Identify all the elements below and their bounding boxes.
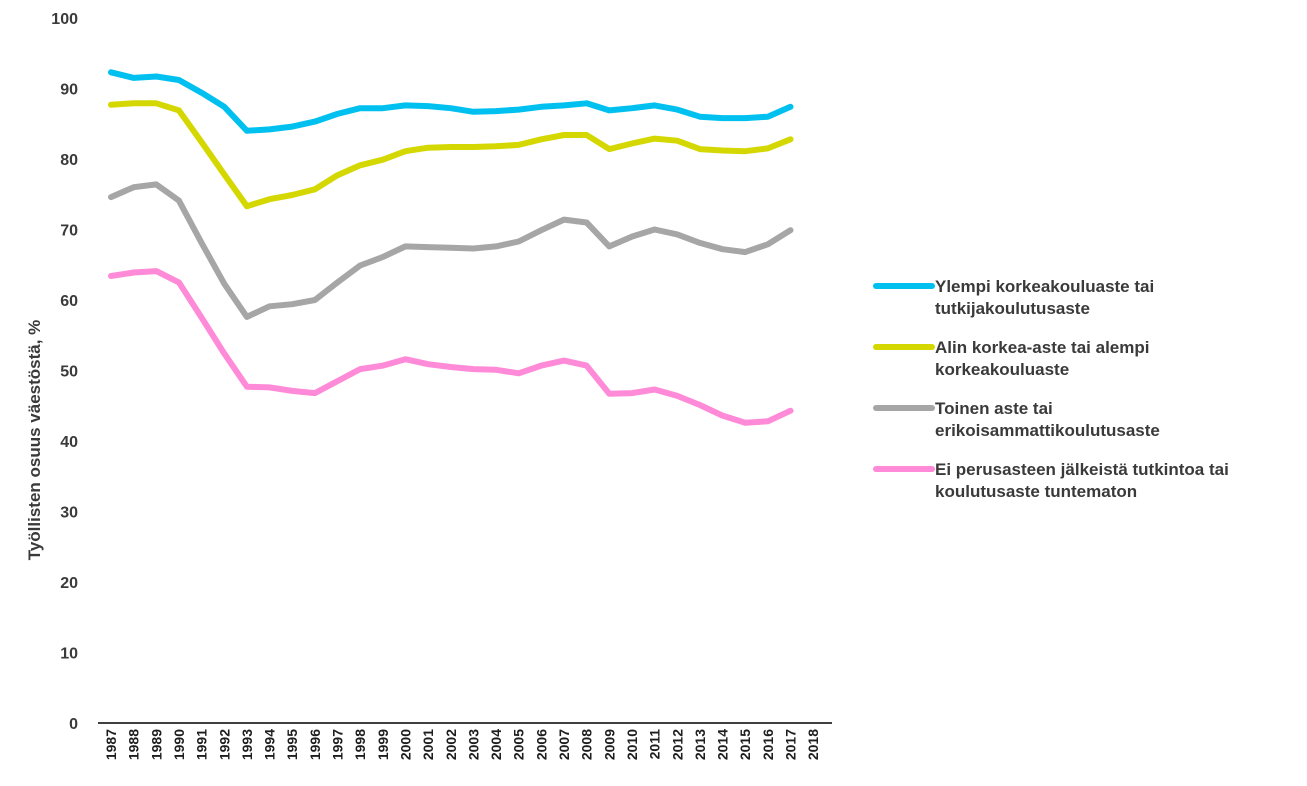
legend-item: Ei perusasteen jälkeistä tutkintoa tai ko…	[873, 460, 1229, 501]
y-axis-ticks: 0 10 20 30 40 50 60 70 80 90 100	[51, 11, 78, 733]
legend-label: tutkijakoulutusaste	[935, 299, 1090, 318]
x-tick-label: 2005	[511, 729, 527, 760]
x-tick-label: 2008	[579, 729, 595, 760]
x-tick-label: 1999	[375, 729, 391, 760]
y-tick-label: 30	[60, 505, 78, 522]
x-tick-label: 1989	[148, 729, 164, 760]
x-tick-label: 1990	[171, 729, 187, 760]
x-tick-label: 1998	[352, 729, 368, 760]
x-axis-tick-labels: 1987 1988 1989 1990 1991 1992 1993 1994 1995 1996…	[103, 729, 821, 760]
x-tick-label: 2010	[624, 729, 640, 760]
legend-label: koulutusaste tuntematon	[935, 482, 1137, 501]
series-line-1	[108, 69, 794, 134]
legend-label: Ei perusasteen jälkeistä tutkintoa tai	[935, 460, 1229, 479]
x-tick-label: 1987	[103, 729, 119, 760]
legend-label: Ylempi korkeakouluaste tai	[935, 277, 1154, 296]
x-tick-label: 2017	[783, 729, 799, 760]
x-tick-label: 1997	[330, 729, 346, 760]
series-lines	[108, 69, 794, 426]
x-tick-label: 2009	[601, 729, 617, 760]
x-tick-label: 1996	[307, 729, 323, 760]
x-tick-label: 2007	[556, 729, 572, 760]
y-tick-label: 0	[69, 716, 78, 733]
legend-item: Ylempi korkeakouluaste tai tutkijakoulutu…	[873, 277, 1154, 318]
x-tick-label: 2001	[420, 729, 436, 760]
y-tick-label: 90	[60, 82, 78, 99]
x-tick-label: 1992	[216, 729, 232, 760]
series-line-2	[108, 100, 794, 210]
legend-item: Alin korkea-aste tai alempi korkeakouluas…	[873, 338, 1149, 379]
legend-label: Alin korkea-aste tai alempi	[935, 338, 1149, 357]
legend-label: Toinen aste tai	[935, 399, 1053, 418]
y-tick-label: 60	[60, 293, 78, 310]
x-tick-label: 2016	[760, 729, 776, 760]
legend: Ylempi korkeakouluaste tai tutkijakoulutu…	[873, 277, 1229, 501]
x-tick-label: 1994	[262, 729, 278, 760]
y-tick-label: 40	[60, 434, 78, 451]
x-tick-label: 2000	[397, 729, 413, 760]
x-tick-label: 2002	[443, 729, 459, 760]
x-tick-label: 2012	[669, 729, 685, 760]
x-tick-label: 1995	[284, 729, 300, 760]
x-tick-label: 2011	[647, 729, 663, 760]
x-tick-label: 2006	[533, 729, 549, 760]
legend-label: korkeakouluaste	[935, 360, 1069, 379]
y-tick-label: 80	[60, 152, 78, 169]
x-tick-label: 1988	[126, 729, 142, 760]
x-tick-label: 1993	[239, 729, 255, 760]
y-tick-label: 20	[60, 575, 78, 592]
series-line-4	[108, 268, 794, 426]
legend-item: Toinen aste tai erikoisammattikoulutusast…	[873, 399, 1160, 440]
y-tick-label: 50	[60, 364, 78, 381]
series-line-3	[108, 181, 794, 320]
x-tick-label: 2003	[465, 729, 481, 760]
x-tick-label: 2004	[488, 729, 504, 760]
y-axis-label: Työllisten osuus väestöstä, %	[25, 320, 44, 561]
x-tick-label: 1991	[194, 729, 210, 760]
x-tick-label: 2015	[737, 729, 753, 760]
x-tick-label: 2014	[715, 729, 731, 760]
y-tick-label: 10	[60, 646, 78, 663]
x-tick-label: 2013	[692, 729, 708, 760]
x-tick-label: 2018	[805, 729, 821, 760]
legend-label: erikoisammattikoulutusaste	[935, 421, 1160, 440]
y-tick-label: 70	[60, 223, 78, 240]
y-tick-label: 100	[51, 11, 78, 28]
